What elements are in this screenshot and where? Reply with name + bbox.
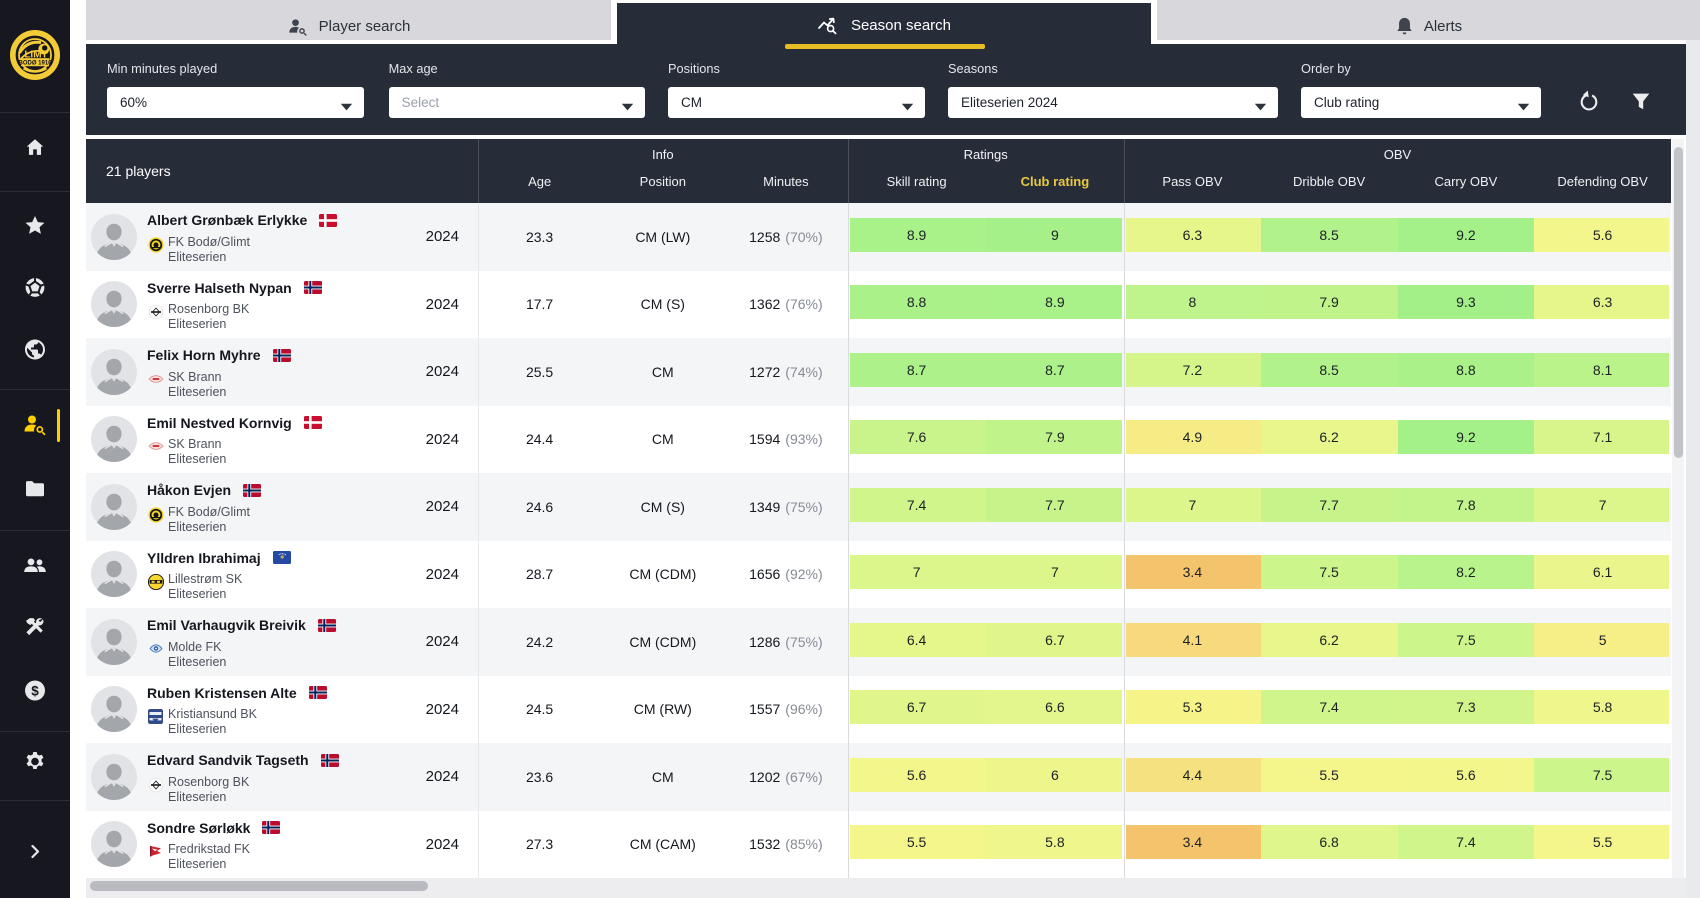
svg-text:LIMT: LIMT — [24, 50, 47, 61]
svg-text:BODØ 1916: BODØ 1916 — [18, 61, 52, 67]
svg-text:$: $ — [31, 684, 39, 699]
